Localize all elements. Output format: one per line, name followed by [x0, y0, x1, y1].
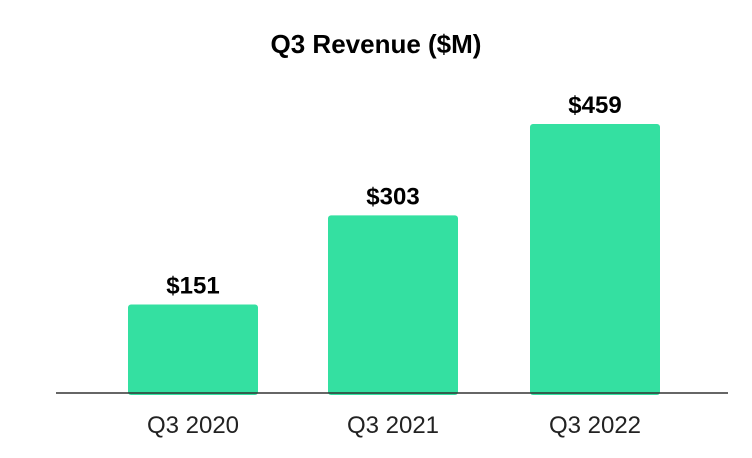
x-tick-label-q3-2022: Q3 2022: [549, 412, 641, 439]
x-tick-label-q3-2021: Q3 2021: [347, 412, 439, 439]
bar-q3-2021: [328, 215, 458, 395]
bar-q3-2022: [530, 124, 660, 395]
bar-q3-2020: [128, 304, 258, 395]
data-labels-group: $151 $303 $459: [166, 92, 621, 300]
x-tick-labels-group: Q3 2020 Q3 2021 Q3 2022: [147, 412, 641, 439]
data-label-q3-2020: $151: [166, 273, 219, 300]
bars-group: [128, 124, 660, 395]
chart-title: Q3 Revenue ($M): [271, 29, 482, 59]
x-tick-label-q3-2020: Q3 2020: [147, 412, 239, 439]
data-label-q3-2022: $459: [568, 92, 621, 119]
data-label-q3-2021: $303: [366, 183, 419, 210]
